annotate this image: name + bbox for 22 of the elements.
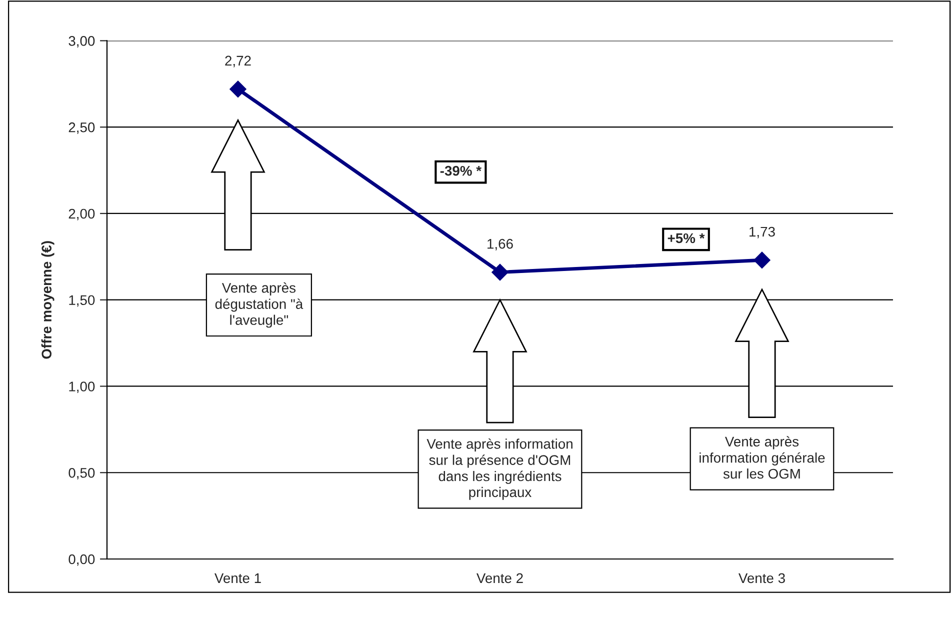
text: 1,66 [488,238,513,250]
y-tick-label: 3,00 [68,36,95,48]
y-tick-label: 2,50 [68,122,95,134]
annotation: +5% * [668,233,705,244]
y-tick-label: 1,50 [69,295,95,307]
x-tick-label: Vente 3 [738,573,785,584]
y-tick-label: 1,00 [69,382,95,394]
y-axis-title: Offre moyenne (€) [41,241,54,359]
y-tick-label: 0,50 [68,468,95,480]
point [754,252,770,269]
annotation: -39% * [440,166,482,176]
annotation: Vente après information générale sur les OGM [700,436,825,479]
text: 1,73 [750,226,775,238]
y-tick-label: 2,00 [68,208,95,220]
x-tick-label: Vente 2 [476,573,523,584]
y-tick-label: 0,00 [68,554,95,566]
annotation: Vente après information sur la présence d'OGM dans les ingrédients principaux [426,438,572,500]
point [492,264,508,281]
text: 2,72 [225,56,251,68]
x-tick-label: Vente 1 [214,573,261,584]
annotation: Vente après dégustation "à l'aveugle" [215,282,304,328]
point [230,80,246,98]
